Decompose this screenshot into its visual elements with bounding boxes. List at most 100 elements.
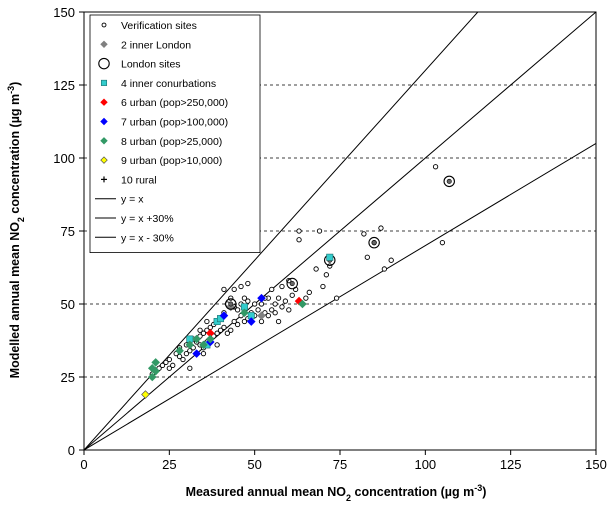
point-s5-4 (257, 293, 266, 303)
legend-label-6: 8 urban (pop>25,000) (121, 136, 222, 148)
x-tick-label-50: 50 (247, 457, 261, 472)
point-s0-53 (258, 318, 265, 325)
point-s6-3 (151, 358, 160, 367)
reference-line-2 (84, 142, 596, 450)
point-s1-0 (226, 302, 236, 312)
point-s0-7 (170, 362, 176, 368)
legend-label-7: 9 urban (pop>10,000) (121, 155, 222, 167)
point-s0-45 (241, 318, 248, 325)
y-tick-label-0: 0 (68, 443, 75, 458)
point-s6-9 (240, 308, 249, 318)
y-tick-label-125: 125 (53, 78, 75, 93)
point-s6-2 (151, 366, 160, 376)
y-tick-label-150: 150 (53, 5, 75, 20)
x-tick-label-75: 75 (333, 457, 347, 472)
point-s0-88 (439, 240, 446, 246)
y-tick-label-50: 50 (61, 297, 75, 312)
point-s0-98 (200, 350, 207, 357)
point-s0-80 (333, 295, 340, 301)
point-s0-79 (327, 263, 333, 269)
legend-label-1: 2 inner London (121, 39, 191, 51)
axis-ticks: 0 25 50 75 100 125 150 0 25 50 75 100 125 150 (53, 5, 607, 472)
point-s0-40 (231, 286, 237, 293)
point-s0-5 (166, 365, 172, 371)
point-s0-93 (238, 283, 244, 290)
point-s3-6 (326, 253, 334, 261)
point-s0-6 (166, 356, 172, 363)
reference-lines (84, 12, 596, 450)
point-s0-63 (279, 304, 285, 310)
legend-label-5: 7 urban (pop>100,000) (121, 117, 228, 129)
legend-label-0: Verification sites (121, 20, 197, 32)
legend-marker-3 (100, 79, 108, 86)
point-s0-77 (320, 283, 326, 290)
legend-label-8: 10 rural (121, 174, 157, 186)
point-s0-66 (286, 307, 292, 313)
point-s0-97 (214, 342, 220, 348)
point-s0-11 (180, 356, 186, 363)
point-s0-96 (221, 286, 227, 293)
legend-line-label-2: y = x - 30% (121, 232, 174, 244)
x-tick-label-0: 0 (80, 457, 87, 472)
legend-line-label-1: y = x +30% (121, 213, 174, 225)
legend-marker-8 (101, 176, 107, 183)
point-s0-89 (187, 365, 193, 371)
point-s6-4 (175, 346, 184, 356)
reference-line-1 (84, 12, 479, 450)
point-s6-5 (185, 340, 195, 350)
y-tick-label-100: 100 (53, 151, 75, 166)
point-s0-51 (252, 301, 258, 307)
point-s5-2 (219, 311, 229, 320)
point-s0-95 (275, 318, 282, 325)
point-s0-42 (234, 307, 241, 313)
point-s0-38 (228, 295, 234, 301)
point-s0-31 (217, 327, 224, 333)
point-s0-86 (388, 257, 394, 263)
point-s2-4 (443, 175, 455, 188)
y-tick-label-75: 75 (61, 224, 75, 239)
point-s2-1 (286, 277, 298, 290)
legend-label-3: 4 inner conurbations (121, 78, 216, 90)
point-s0-48 (245, 280, 251, 287)
x-tick-label-100: 100 (414, 457, 436, 472)
x-tick-label-150: 150 (585, 457, 607, 472)
point-s0-46 (241, 295, 248, 301)
point-s0-12 (183, 350, 190, 357)
point-s2-0-dot (228, 301, 234, 307)
point-s0-59 (269, 286, 275, 293)
legend-marker-7 (100, 156, 108, 164)
point-s0-85 (381, 266, 388, 272)
point-s2-3-dot (371, 240, 377, 246)
legend-marker-1 (100, 40, 108, 49)
legend-label-2: London sites (121, 59, 181, 71)
point-s6-6 (192, 334, 201, 344)
point-s0-61 (272, 301, 278, 307)
point-s0-87 (432, 164, 439, 170)
point-s0-76 (316, 228, 323, 234)
point-s0-54 (258, 301, 265, 307)
point-s0-58 (269, 307, 275, 313)
point-s6-8 (205, 334, 215, 344)
point-s0-78 (323, 272, 329, 278)
legend-label-4: 6 urban (pop>250,000) (121, 97, 228, 109)
point-s0-37 (228, 327, 234, 333)
legend-line-label-0: y = x (121, 194, 144, 206)
legend-marker-2 (98, 57, 110, 70)
point-s0-3 (159, 362, 166, 368)
point-s0-39 (231, 318, 237, 325)
legend-marker-6 (100, 137, 108, 145)
point-s0-22 (200, 330, 207, 336)
point-s0-91 (204, 318, 210, 325)
x-tick-label-125: 125 (500, 457, 522, 472)
point-s0-60 (272, 310, 278, 316)
point-s0-74 (306, 289, 312, 295)
x-axis-title: Measured annual mean NO2 concentration (… (186, 483, 487, 503)
point-s0-84 (378, 225, 384, 231)
legend-marker-0 (101, 22, 107, 28)
point-s0-52 (255, 307, 261, 313)
point-s0-33 (221, 324, 227, 331)
data-points (141, 164, 455, 399)
point-s0-35 (224, 330, 231, 336)
point-s0-81 (361, 231, 367, 237)
